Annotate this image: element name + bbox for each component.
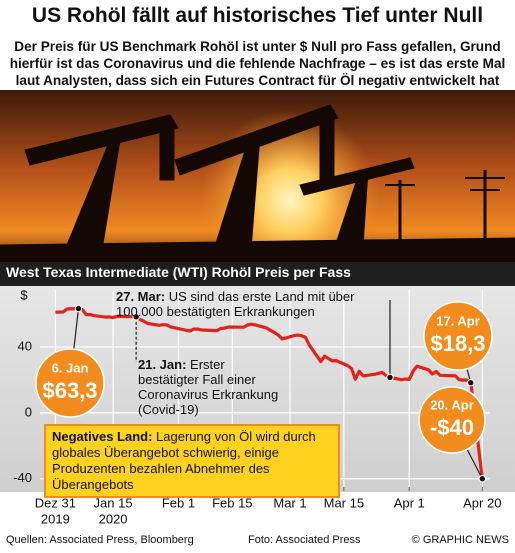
event-annotation: 21. Jan: Erster bestätigter Fall einer C…: [138, 357, 288, 417]
y-tick-label: 0: [25, 404, 32, 419]
note-box: Negatives Land: Lagerung von Öl wird dur…: [44, 424, 340, 498]
x-tick-label: Feb 15: [212, 495, 252, 510]
x-tick-label: Apr 20: [463, 495, 501, 510]
subtitle: Der Preis für US Benchmark Rohöl ist unt…: [9, 39, 506, 88]
event-text: US sind das erste Land mit über 100.000 …: [116, 289, 355, 319]
chart-title: West Texas Intermediate (WTI) Rohöl Prei…: [6, 264, 351, 280]
y-tick-label: 40: [18, 338, 32, 353]
event-value: $63,3: [42, 378, 97, 403]
x-tick-label: Mar 1: [273, 495, 306, 510]
event-date: 21. Jan:: [138, 357, 187, 372]
event-point: [74, 304, 83, 313]
event-text: Erster bestätigter Fall einer Coronaviru…: [138, 357, 279, 417]
event-date: 17. Apr: [436, 313, 480, 328]
event-bubble: [418, 386, 486, 454]
source: Quellen: Associated Press, Bloomberg: [6, 534, 194, 546]
event-date: 27. Mar:: [116, 289, 166, 304]
x-tick-year: 2020: [99, 511, 128, 526]
event-point: [467, 378, 475, 387]
event-point: [132, 313, 140, 321]
event-value: $18,3: [430, 331, 485, 356]
y-axis-label: $: [20, 287, 28, 302]
x-tick-year: 2019: [41, 511, 70, 526]
note-title: Negatives Land:: [52, 429, 153, 444]
x-tick-label: Mar 15: [324, 495, 364, 510]
title: US Rohöl fällt auf historisches Tief unt…: [31, 4, 484, 27]
event-bubble: [35, 348, 105, 418]
x-tick-label: Feb 1: [162, 495, 195, 510]
photo-credit: Foto: Associated Press: [248, 534, 361, 546]
event-date: 6. Jan: [52, 360, 89, 375]
event-date: 20. Apr: [430, 397, 474, 412]
event-value: -$40: [430, 415, 474, 440]
event-point: [386, 373, 394, 382]
x-tick-label: Dez 31: [35, 495, 76, 510]
event-point: [478, 475, 487, 483]
x-tick-label: Apr 1: [394, 495, 425, 510]
note-text: Lagerung von Öl wird durch globales Über…: [52, 429, 316, 492]
x-tick-label: Jan 15: [94, 495, 133, 510]
price-line: [55, 306, 484, 479]
event-bubble: [423, 301, 493, 371]
event-annotation: 27. Mar: US sind das erste Land mit über…: [116, 289, 384, 319]
photo: [0, 90, 515, 290]
y-tick-label: -40: [13, 470, 32, 485]
chart-title-bar: [0, 262, 515, 286]
credit: © GRAPHIC NEWS: [411, 534, 509, 546]
